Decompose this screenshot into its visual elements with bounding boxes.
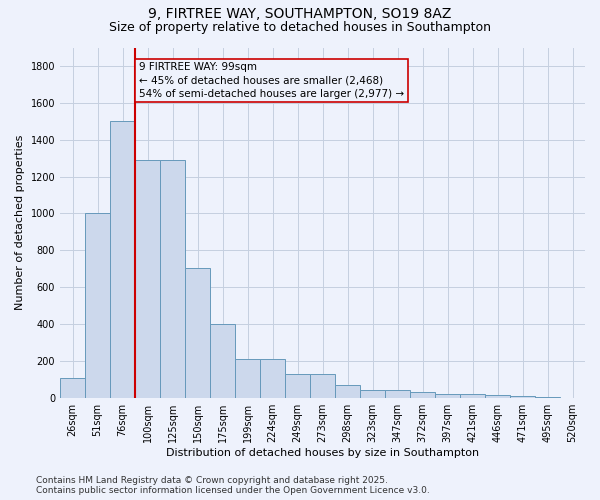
Bar [160, 160, 185, 398]
Bar [435, 394, 460, 398]
Bar [285, 374, 310, 398]
Bar [135, 160, 160, 398]
Text: Contains HM Land Registry data © Crown copyright and database right 2025.
Contai: Contains HM Land Registry data © Crown c… [36, 476, 430, 495]
Y-axis label: Number of detached properties: Number of detached properties [15, 135, 25, 310]
Bar [60, 378, 85, 398]
Bar [535, 397, 560, 398]
Bar [360, 390, 385, 398]
Bar [335, 385, 360, 398]
Bar [410, 392, 435, 398]
Bar [235, 359, 260, 398]
Bar [385, 390, 410, 398]
Bar [210, 324, 235, 398]
Text: Size of property relative to detached houses in Southampton: Size of property relative to detached ho… [109, 21, 491, 34]
Bar [460, 394, 485, 398]
Bar [310, 374, 335, 398]
Bar [185, 268, 210, 398]
Bar [510, 396, 535, 398]
Bar [485, 395, 510, 398]
Bar [85, 214, 110, 398]
Text: 9 FIRTREE WAY: 99sqm
← 45% of detached houses are smaller (2,468)
54% of semi-de: 9 FIRTREE WAY: 99sqm ← 45% of detached h… [139, 62, 404, 98]
Bar [260, 359, 285, 398]
Text: 9, FIRTREE WAY, SOUTHAMPTON, SO19 8AZ: 9, FIRTREE WAY, SOUTHAMPTON, SO19 8AZ [148, 8, 452, 22]
Bar [110, 121, 135, 398]
X-axis label: Distribution of detached houses by size in Southampton: Distribution of detached houses by size … [166, 448, 479, 458]
